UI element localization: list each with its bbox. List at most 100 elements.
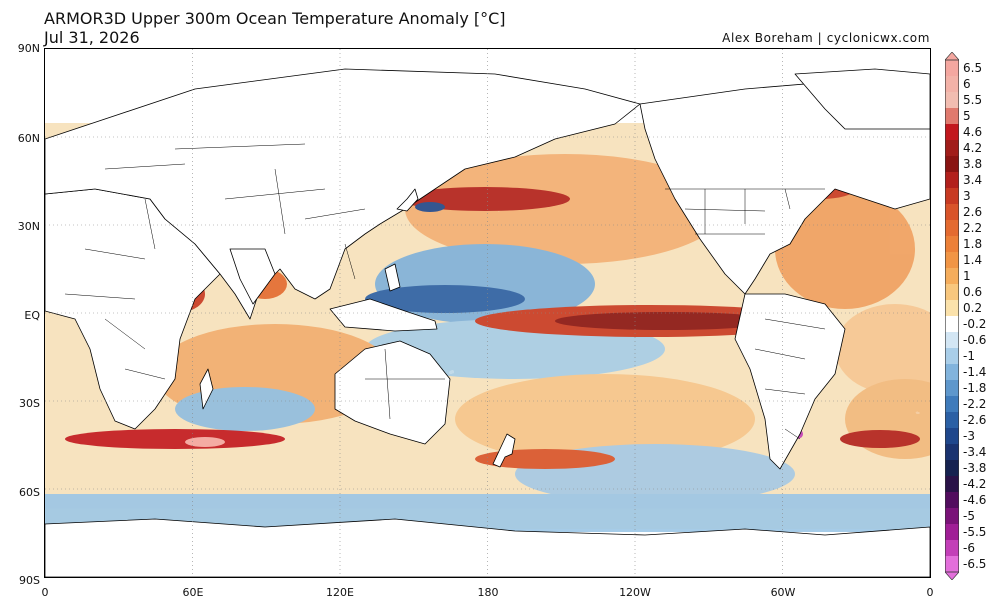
colorbar-swatch <box>945 540 959 557</box>
lon-label: 180 <box>477 586 499 599</box>
colorbar-swatch <box>945 348 959 365</box>
colorbar-tick-label: 4.6 <box>963 125 983 139</box>
colorbar-swatch <box>945 412 959 429</box>
colorbar-swatch <box>945 508 959 525</box>
colorbar-tick-label: 3.4 <box>963 173 983 187</box>
colorbar-swatch <box>945 284 959 301</box>
colorbar-outline <box>945 59 959 573</box>
colorbar-swatch <box>945 444 959 461</box>
colorbar-tick-label: 5.5 <box>963 93 983 107</box>
colorbar-swatch <box>945 316 959 333</box>
antarctica-land <box>45 518 930 577</box>
lon-label: 120E <box>326 586 354 599</box>
colorbar-swatch <box>945 300 959 317</box>
colorbar-swatch <box>945 172 959 189</box>
colorbar-tick-label: 6 <box>963 77 971 91</box>
colorbar-tick-label: 6.5 <box>963 61 983 75</box>
colorbar-tick-label: -3 <box>963 429 975 443</box>
land-layer <box>45 68 930 577</box>
colorbar-tick-label: 0.6 <box>963 285 983 299</box>
map-title: ARMOR3D Upper 300m Ocean Temperature Ano… <box>44 9 506 28</box>
madagascar-land <box>199 368 214 410</box>
colorbar-tick-label: -1.4 <box>963 365 987 379</box>
colorbar-tick-label: 1.4 <box>963 253 983 267</box>
colorbar-swatch <box>945 60 959 77</box>
colorbar-swatch <box>945 92 959 109</box>
colorbar-tick-label: 3 <box>963 189 971 203</box>
graticule <box>45 49 930 577</box>
colorbar-tick-label: 1 <box>963 269 971 283</box>
colorbar-max-arrow <box>945 52 959 61</box>
colorbar-swatch <box>945 252 959 269</box>
colorbar-swatch <box>945 268 959 285</box>
lat-label: EQ <box>24 309 40 322</box>
colorbar-swatch <box>945 492 959 509</box>
credit-text: Alex Boreham | cyclonicwx.com <box>722 31 930 45</box>
lon-label: 0 <box>41 586 49 599</box>
japan-land <box>396 188 419 212</box>
colorbar-tick-label: 3.8 <box>963 157 983 171</box>
colorbar-tick-label: -0.2 <box>963 317 987 331</box>
maritime-continent-land <box>329 298 438 332</box>
colorbar-swatch <box>945 188 959 205</box>
lon-label: 60E <box>182 586 204 599</box>
colorbar-swatch <box>945 220 959 237</box>
colorbar-tick-label: -1.8 <box>963 381 987 395</box>
colorbar-swatch <box>945 524 959 541</box>
colorbar <box>945 52 959 580</box>
colorbar-swatch <box>945 460 959 477</box>
colorbar-tick-label: -5 <box>963 509 975 523</box>
australia-land <box>334 340 451 445</box>
lon-label: 120W <box>619 586 651 599</box>
colorbar-tick-label: 4.2 <box>963 141 983 155</box>
map-date: Jul 31, 2026 <box>44 28 140 47</box>
colorbar-min-arrow <box>945 571 959 580</box>
colorbar-tick-label: 1.8 <box>963 237 983 251</box>
south-america-land <box>734 293 846 470</box>
colorbar-swatch <box>945 364 959 381</box>
colorbar-tick-label: -5.5 <box>963 525 987 539</box>
lat-label: 30S <box>19 397 40 410</box>
colorbar-tick-label: -1 <box>963 349 975 363</box>
colorbar-swatch <box>945 380 959 397</box>
colorbar-tick-label: -4.2 <box>963 477 987 491</box>
colorbar-swatch <box>945 476 959 493</box>
colorbar-tick-label: -4.6 <box>963 493 987 507</box>
colorbar-swatch <box>945 108 959 125</box>
colorbar-tick-label: -3.4 <box>963 445 987 459</box>
colorbar-tick-label: 2.6 <box>963 205 983 219</box>
lon-label: 0 <box>926 586 934 599</box>
anomaly-map <box>45 49 930 577</box>
colorbar-tick-label: -6.5 <box>963 557 987 571</box>
colorbar-swatch <box>945 556 959 573</box>
colorbar-tick-label: -6 <box>963 541 975 555</box>
lon-label: 60W <box>770 586 796 599</box>
colorbar-swatch <box>945 76 959 93</box>
greenland-land <box>794 68 930 130</box>
lat-label: 60N <box>17 132 40 145</box>
colorbar-swatch <box>945 396 959 413</box>
lat-label: 90S <box>19 574 40 587</box>
colorbar-swatch <box>945 124 959 141</box>
colorbar-swatch <box>945 156 959 173</box>
philippines-land <box>384 263 401 292</box>
colorbar-swatch <box>945 204 959 221</box>
colorbar-tick-label: 2.2 <box>963 221 983 235</box>
india-land <box>229 248 276 305</box>
colorbar-tick-label: 5 <box>963 109 971 123</box>
colorbar-swatch <box>945 140 959 157</box>
lat-label: 90N <box>17 42 40 55</box>
colorbar-tick-label: -3.8 <box>963 461 987 475</box>
colorbar-tick-label: -2.6 <box>963 413 987 427</box>
north-america-land <box>639 78 930 295</box>
colorbar-swatch <box>945 332 959 349</box>
colorbar-tick-label: 0.2 <box>963 301 983 315</box>
colorbar-tick-label: -2.2 <box>963 397 987 411</box>
colorbar-swatch <box>945 428 959 445</box>
map-panel[interactable] <box>44 48 931 578</box>
border-lines <box>64 143 826 440</box>
colorbar-tick-label: -0.6 <box>963 333 987 347</box>
eurasia-land <box>45 68 641 320</box>
lat-label: 30N <box>17 220 40 233</box>
new-zealand-land <box>492 433 516 468</box>
